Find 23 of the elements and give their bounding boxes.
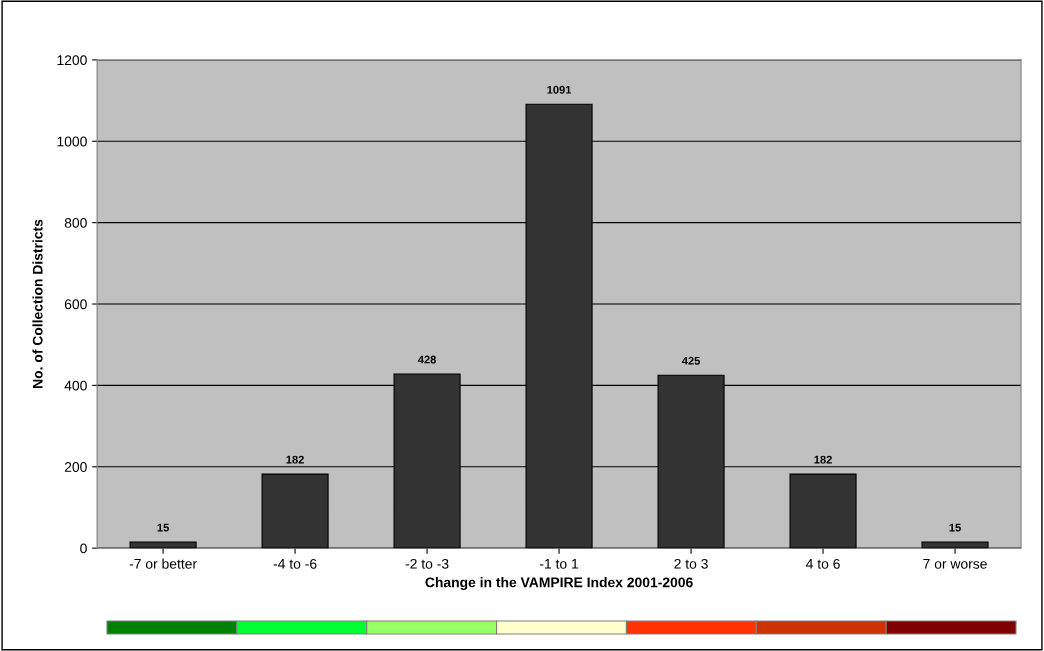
- data-label: 1091: [547, 85, 572, 94]
- x-tick-label: -1 to 1: [539, 559, 579, 569]
- y-tick-label: 1000: [57, 136, 87, 147]
- y-tick-label: 0: [80, 543, 87, 554]
- y-tick-label: 400: [64, 380, 87, 391]
- data-label: 182: [286, 455, 304, 464]
- x-tick-label: 2 to 3: [674, 558, 708, 569]
- data-label: 15: [949, 523, 961, 532]
- x-tick-label: -4 to -6: [273, 558, 317, 569]
- y-tick-label: 800: [64, 217, 87, 228]
- data-label: 425: [681, 356, 701, 365]
- y-axis-title: No. of Collection Districts: [32, 219, 43, 388]
- x-tick-label: 7 or worse: [923, 559, 987, 569]
- y-tick-label: 600: [64, 299, 87, 310]
- x-tick-label: -2 to -3: [405, 558, 449, 569]
- y-tick-label: 1200: [57, 55, 87, 66]
- x-axis-title: Change in the VAMPIRE Index 2001-2006: [425, 577, 693, 591]
- x-tick-label: 4 to 6: [805, 558, 840, 569]
- data-label: 182: [814, 455, 832, 464]
- y-tick-label: 200: [64, 462, 87, 472]
- data-label: 15: [157, 523, 169, 532]
- data-label: 428: [417, 355, 436, 364]
- x-tick-label: -7 or better: [129, 558, 197, 569]
